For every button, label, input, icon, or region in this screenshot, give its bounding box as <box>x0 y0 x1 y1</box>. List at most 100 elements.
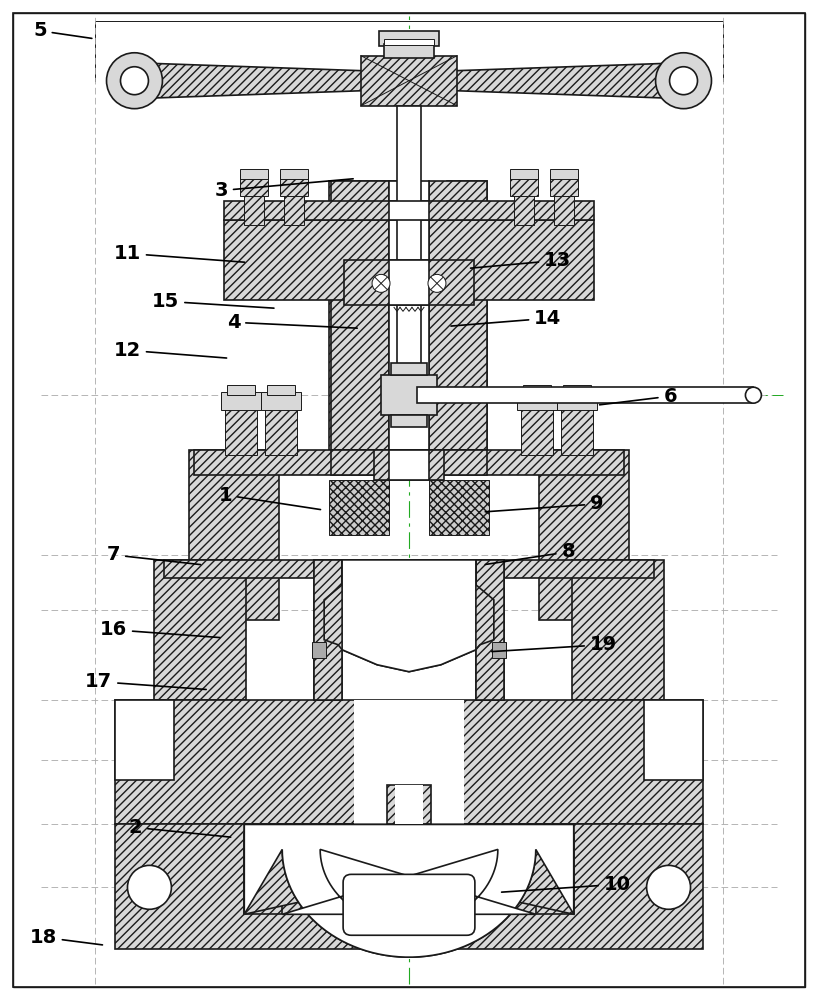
Bar <box>517 392 557 410</box>
Bar <box>361 56 457 106</box>
Text: 7: 7 <box>106 545 200 565</box>
Bar <box>389 181 429 450</box>
Bar <box>240 174 268 196</box>
FancyBboxPatch shape <box>343 874 475 935</box>
Bar <box>342 560 476 700</box>
Bar <box>354 700 464 824</box>
Text: 11: 11 <box>114 244 245 263</box>
Bar <box>389 450 429 480</box>
Text: 5: 5 <box>33 21 92 40</box>
Polygon shape <box>342 560 476 672</box>
Bar <box>476 560 504 700</box>
Text: 9: 9 <box>485 494 604 513</box>
Bar <box>391 363 427 375</box>
Polygon shape <box>134 63 363 99</box>
Bar <box>536 834 573 914</box>
Bar <box>561 405 593 455</box>
Text: 19: 19 <box>492 635 617 654</box>
Bar <box>572 560 663 700</box>
Bar <box>447 181 487 450</box>
Bar <box>224 220 594 300</box>
Bar <box>514 176 534 225</box>
Bar <box>384 44 434 58</box>
Bar <box>644 700 703 780</box>
Circle shape <box>655 53 712 109</box>
Bar <box>227 385 255 395</box>
Bar <box>381 375 437 415</box>
Circle shape <box>428 274 446 292</box>
Circle shape <box>128 865 172 909</box>
Circle shape <box>106 53 163 109</box>
Bar <box>240 169 268 179</box>
Bar <box>265 405 297 455</box>
Text: 1: 1 <box>218 486 321 510</box>
Bar <box>550 169 578 179</box>
Bar <box>510 169 537 179</box>
Polygon shape <box>245 824 573 957</box>
Bar <box>550 174 578 196</box>
Text: 12: 12 <box>114 341 227 360</box>
Bar <box>225 405 257 455</box>
Text: 4: 4 <box>227 313 357 332</box>
Bar <box>387 785 431 824</box>
Bar <box>281 174 308 196</box>
Text: 14: 14 <box>451 309 561 328</box>
Circle shape <box>745 387 762 403</box>
Circle shape <box>670 67 698 95</box>
Circle shape <box>372 274 390 292</box>
Bar <box>115 824 703 949</box>
Bar <box>115 700 174 780</box>
Bar <box>429 181 487 450</box>
Bar <box>476 560 504 700</box>
Bar <box>521 405 553 455</box>
Bar <box>314 560 342 700</box>
Text: 13: 13 <box>470 251 571 270</box>
Bar <box>245 176 264 225</box>
Polygon shape <box>245 824 573 957</box>
Text: 10: 10 <box>501 875 631 894</box>
Bar <box>245 834 282 914</box>
Text: 2: 2 <box>128 818 231 837</box>
Bar <box>351 882 467 927</box>
Bar <box>115 700 703 824</box>
Bar <box>222 392 261 410</box>
Text: 3: 3 <box>214 179 353 200</box>
Polygon shape <box>455 63 684 99</box>
Bar <box>267 385 295 395</box>
Bar <box>557 392 596 410</box>
Bar <box>391 415 427 427</box>
Text: 6: 6 <box>600 387 677 406</box>
Bar <box>195 450 623 475</box>
Bar <box>389 260 429 305</box>
Text: 18: 18 <box>29 928 102 947</box>
Bar <box>155 560 246 700</box>
Circle shape <box>646 865 690 909</box>
Bar <box>329 181 419 450</box>
Bar <box>281 169 308 179</box>
Bar <box>384 39 434 45</box>
Bar <box>510 174 537 196</box>
Bar <box>417 387 753 403</box>
Bar <box>379 31 439 46</box>
Bar <box>563 385 591 395</box>
Bar <box>539 450 628 620</box>
Bar <box>344 260 474 305</box>
Circle shape <box>120 67 148 95</box>
Bar <box>389 450 429 475</box>
Bar <box>389 201 429 220</box>
Bar <box>224 201 594 220</box>
Polygon shape <box>282 849 536 925</box>
Bar <box>331 181 389 450</box>
Text: 17: 17 <box>85 672 206 691</box>
Bar <box>312 642 326 658</box>
Bar <box>492 642 506 658</box>
Bar <box>523 385 551 395</box>
Bar <box>429 480 489 535</box>
Polygon shape <box>324 560 494 672</box>
Bar <box>314 560 342 700</box>
Bar <box>389 181 429 450</box>
Text: 16: 16 <box>100 620 220 639</box>
Bar <box>397 106 421 370</box>
Bar <box>284 176 304 225</box>
Bar <box>554 176 573 225</box>
